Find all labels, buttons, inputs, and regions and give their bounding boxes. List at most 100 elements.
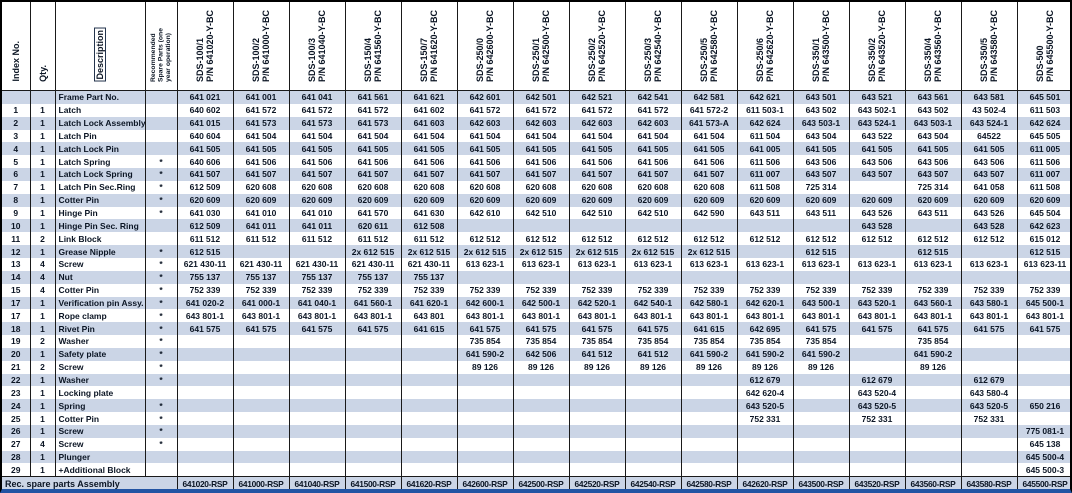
part-number-cell bbox=[289, 450, 346, 464]
column-header-model-sds-250-2-label: SDS-250/2 P/N 642520-Y-BC bbox=[587, 9, 607, 82]
description-cell: Washer bbox=[55, 373, 146, 387]
part-number-cell: 641 575 bbox=[513, 322, 570, 336]
qty-cell: 4 bbox=[30, 437, 56, 451]
part-number-cell: 611 512 bbox=[289, 232, 346, 246]
part-number-cell: 642 603 bbox=[457, 116, 514, 130]
part-number-cell: 613 623-1 bbox=[569, 257, 626, 271]
part-number-cell: 641 505 bbox=[849, 142, 906, 156]
part-number-cell: 641 040-1 bbox=[289, 296, 346, 310]
part-number-cell: 641 506 bbox=[625, 155, 682, 169]
part-number-cell: 641 560-1 bbox=[345, 296, 402, 310]
part-number-cell: 620 608 bbox=[681, 180, 738, 194]
recommended-star-cell: * bbox=[145, 347, 178, 361]
qty-cell: 2 bbox=[30, 335, 56, 348]
part-number-cell: 620 609 bbox=[345, 193, 402, 207]
part-number-cell: 752 339 bbox=[905, 283, 962, 297]
part-number-cell bbox=[457, 373, 514, 387]
part-number-cell: 643 506 bbox=[905, 155, 962, 169]
index-cell: 29 bbox=[2, 463, 31, 477]
column-header-model-sds-100-1: SDS-100/1 P/N 641020-Y-BC bbox=[177, 2, 234, 91]
part-number-cell: 641 005 bbox=[737, 142, 794, 156]
part-number-cell: 643 502-1 bbox=[849, 103, 906, 117]
part-number-cell: 2x 612 515 bbox=[401, 245, 458, 258]
qty-cell: 1 bbox=[30, 424, 56, 438]
part-number-cell: 2x 612 515 bbox=[569, 245, 626, 258]
part-number-cell: 643 801-1 bbox=[345, 309, 402, 323]
part-number-cell: 641 505 bbox=[345, 142, 402, 156]
column-header-model-sds-250-3: SDS-250/3 P/N 642540-Y-BC bbox=[625, 2, 682, 91]
part-number-cell bbox=[401, 347, 458, 361]
part-number-cell: 643 511 bbox=[793, 206, 850, 220]
index-cell: 15 bbox=[2, 283, 31, 297]
part-number-cell bbox=[849, 424, 906, 438]
part-number-cell: 643 520-4 bbox=[849, 386, 906, 400]
part-number-cell: 643 520-5 bbox=[737, 399, 794, 413]
part-number-cell: 641 505 bbox=[177, 142, 234, 156]
part-number-cell: 621 430-11 bbox=[345, 257, 402, 271]
part-number-cell: 645 500-3 bbox=[1017, 463, 1070, 477]
part-number-cell: 621 430-11 bbox=[233, 257, 290, 271]
part-number-cell: 645 500-1 bbox=[1017, 296, 1070, 310]
part-row: 18 1 Rivet Pin * 641 575 641 575 641 575 641 57… bbox=[2, 322, 1070, 336]
part-number-cell: 643 801 bbox=[401, 309, 458, 323]
column-header-index-no-label: Index No. bbox=[10, 41, 21, 82]
part-number-cell bbox=[345, 347, 402, 361]
part-number-cell: 613 623-1 bbox=[793, 257, 850, 271]
rsp-code-cell: 641040-RSP bbox=[289, 476, 346, 489]
part-number-cell bbox=[513, 399, 570, 413]
part-number-cell: 620 608 bbox=[233, 180, 290, 194]
part-number-cell: 641 021 bbox=[177, 90, 234, 104]
recommended-star-cell: * bbox=[145, 309, 178, 323]
part-number-cell bbox=[513, 450, 570, 464]
part-number-cell: 643 526 bbox=[961, 206, 1018, 220]
part-number-cell: 643 801-1 bbox=[569, 309, 626, 323]
part-number-cell: 641 505 bbox=[905, 142, 962, 156]
part-number-cell: 752 331 bbox=[961, 412, 1018, 425]
recommended-star-cell bbox=[145, 386, 178, 400]
part-number-cell bbox=[401, 399, 458, 413]
description-cell: Screw bbox=[55, 360, 146, 374]
part-number-cell: 612 512 bbox=[625, 232, 682, 246]
part-number-cell: 613 623-1 bbox=[457, 257, 514, 271]
part-number-cell: 643 801-1 bbox=[233, 309, 290, 323]
part-number-cell: 752 331 bbox=[849, 412, 906, 425]
part-number-cell: 641 590-2 bbox=[905, 347, 962, 361]
part-number-cell: 612 512 bbox=[793, 232, 850, 246]
part-number-cell bbox=[793, 437, 850, 451]
part-number-cell bbox=[905, 437, 962, 451]
part-number-cell: 611 506 bbox=[737, 155, 794, 169]
rsp-assembly-label: Rec. spare parts Assembly bbox=[2, 476, 178, 489]
part-number-cell: 725 314 bbox=[905, 180, 962, 194]
part-number-cell: 642 521 bbox=[569, 90, 626, 104]
part-number-cell bbox=[177, 347, 234, 361]
part-number-cell bbox=[681, 219, 738, 233]
part-number-cell: 641 575 bbox=[457, 322, 514, 336]
part-number-cell: 620 609 bbox=[513, 193, 570, 207]
part-number-cell: 641 506 bbox=[345, 155, 402, 169]
part-number-cell: 641 572 bbox=[345, 103, 402, 117]
index-cell: 10 bbox=[2, 219, 31, 233]
part-number-cell: 642 695 bbox=[737, 322, 794, 336]
part-number-cell bbox=[177, 373, 234, 387]
part-number-cell: 641 010 bbox=[289, 206, 346, 220]
part-number-cell bbox=[233, 373, 290, 387]
part-number-cell: 640 604 bbox=[177, 129, 234, 143]
recommended-star-cell: * bbox=[145, 437, 178, 451]
part-number-cell: 643 801-1 bbox=[177, 309, 234, 323]
part-number-cell: 643 528 bbox=[849, 219, 906, 233]
column-header-model-sds-250-3-label: SDS-250/3 P/N 642540-Y-BC bbox=[643, 9, 663, 82]
part-number-cell bbox=[625, 437, 682, 451]
part-number-cell bbox=[737, 219, 794, 233]
part-number-cell bbox=[625, 450, 682, 464]
rsp-code-cell: 642620-RSP bbox=[737, 476, 794, 489]
part-number-cell bbox=[289, 386, 346, 400]
part-number-cell: 643 801-1 bbox=[737, 309, 794, 323]
qty-cell: 4 bbox=[30, 270, 56, 284]
part-number-cell: 641 603 bbox=[401, 116, 458, 130]
part-number-cell bbox=[961, 450, 1018, 464]
part-number-cell: 641 030 bbox=[177, 206, 234, 220]
part-number-cell bbox=[961, 270, 1018, 284]
index-cell: 8 bbox=[2, 193, 31, 207]
part-number-cell bbox=[457, 450, 514, 464]
